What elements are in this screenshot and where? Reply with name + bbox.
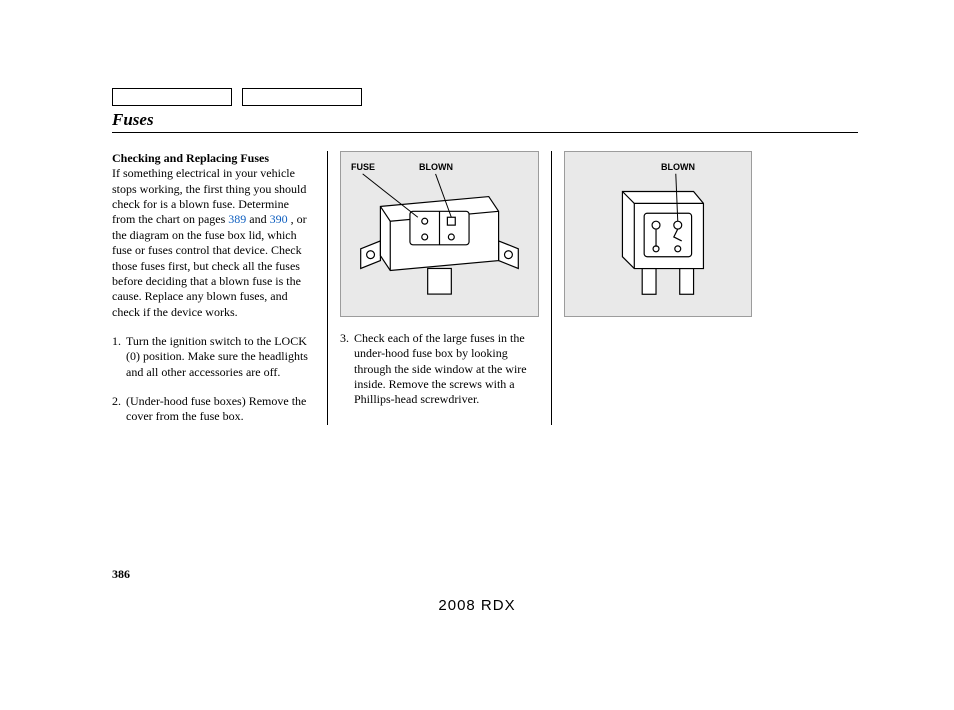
header-tabs — [112, 88, 858, 106]
page-link-389[interactable]: 389 — [228, 212, 246, 226]
fuse-small-svg — [565, 152, 751, 316]
page-link-390[interactable]: 390 — [270, 212, 288, 226]
step-1-number: 1. — [112, 334, 126, 380]
fuse-large-svg — [341, 152, 538, 316]
step-3-number: 3. — [340, 331, 354, 408]
section-title: Fuses — [112, 110, 858, 133]
step-2: 2. (Under-hood fuse boxes) Remove the co… — [112, 394, 315, 425]
column-3: BLOWN — [552, 151, 752, 425]
label-blown-2: BLOWN — [661, 162, 695, 174]
column-1: Checking and Replacing Fuses If somethin… — [112, 151, 328, 425]
manual-page: Fuses Checking and Replacing Fuses If so… — [0, 0, 954, 710]
label-fuse: FUSE — [351, 162, 375, 174]
column-2: FUSE BLOWN — [328, 151, 552, 425]
page-number: 386 — [112, 567, 130, 582]
step-1-text: Turn the ignition switch to the LOCK (0)… — [126, 334, 315, 380]
step-1: 1. Turn the ignition switch to the LOCK … — [112, 334, 315, 380]
footer-model: 2008 RDX — [0, 597, 954, 614]
step-2-text: (Under-hood fuse boxes) Remove the cover… — [126, 394, 315, 425]
intro-text-c: , or the diagram on the fuse box lid, wh… — [112, 212, 307, 318]
fuse-diagram-large: FUSE BLOWN — [340, 151, 539, 317]
tab-box-1 — [112, 88, 232, 106]
step-2-number: 2. — [112, 394, 126, 425]
content-columns: Checking and Replacing Fuses If somethin… — [112, 151, 858, 425]
step-3: 3. Check each of the large fuses in the … — [340, 331, 539, 408]
label-blown: BLOWN — [419, 162, 453, 174]
subheading: Checking and Replacing Fuses — [112, 151, 269, 165]
intro-text-b: and — [246, 212, 269, 226]
fuse-diagram-small: BLOWN — [564, 151, 752, 317]
tab-box-2 — [242, 88, 362, 106]
step-3-text: Check each of the large fuses in the und… — [354, 331, 539, 408]
intro-paragraph: Checking and Replacing Fuses If somethin… — [112, 151, 315, 320]
